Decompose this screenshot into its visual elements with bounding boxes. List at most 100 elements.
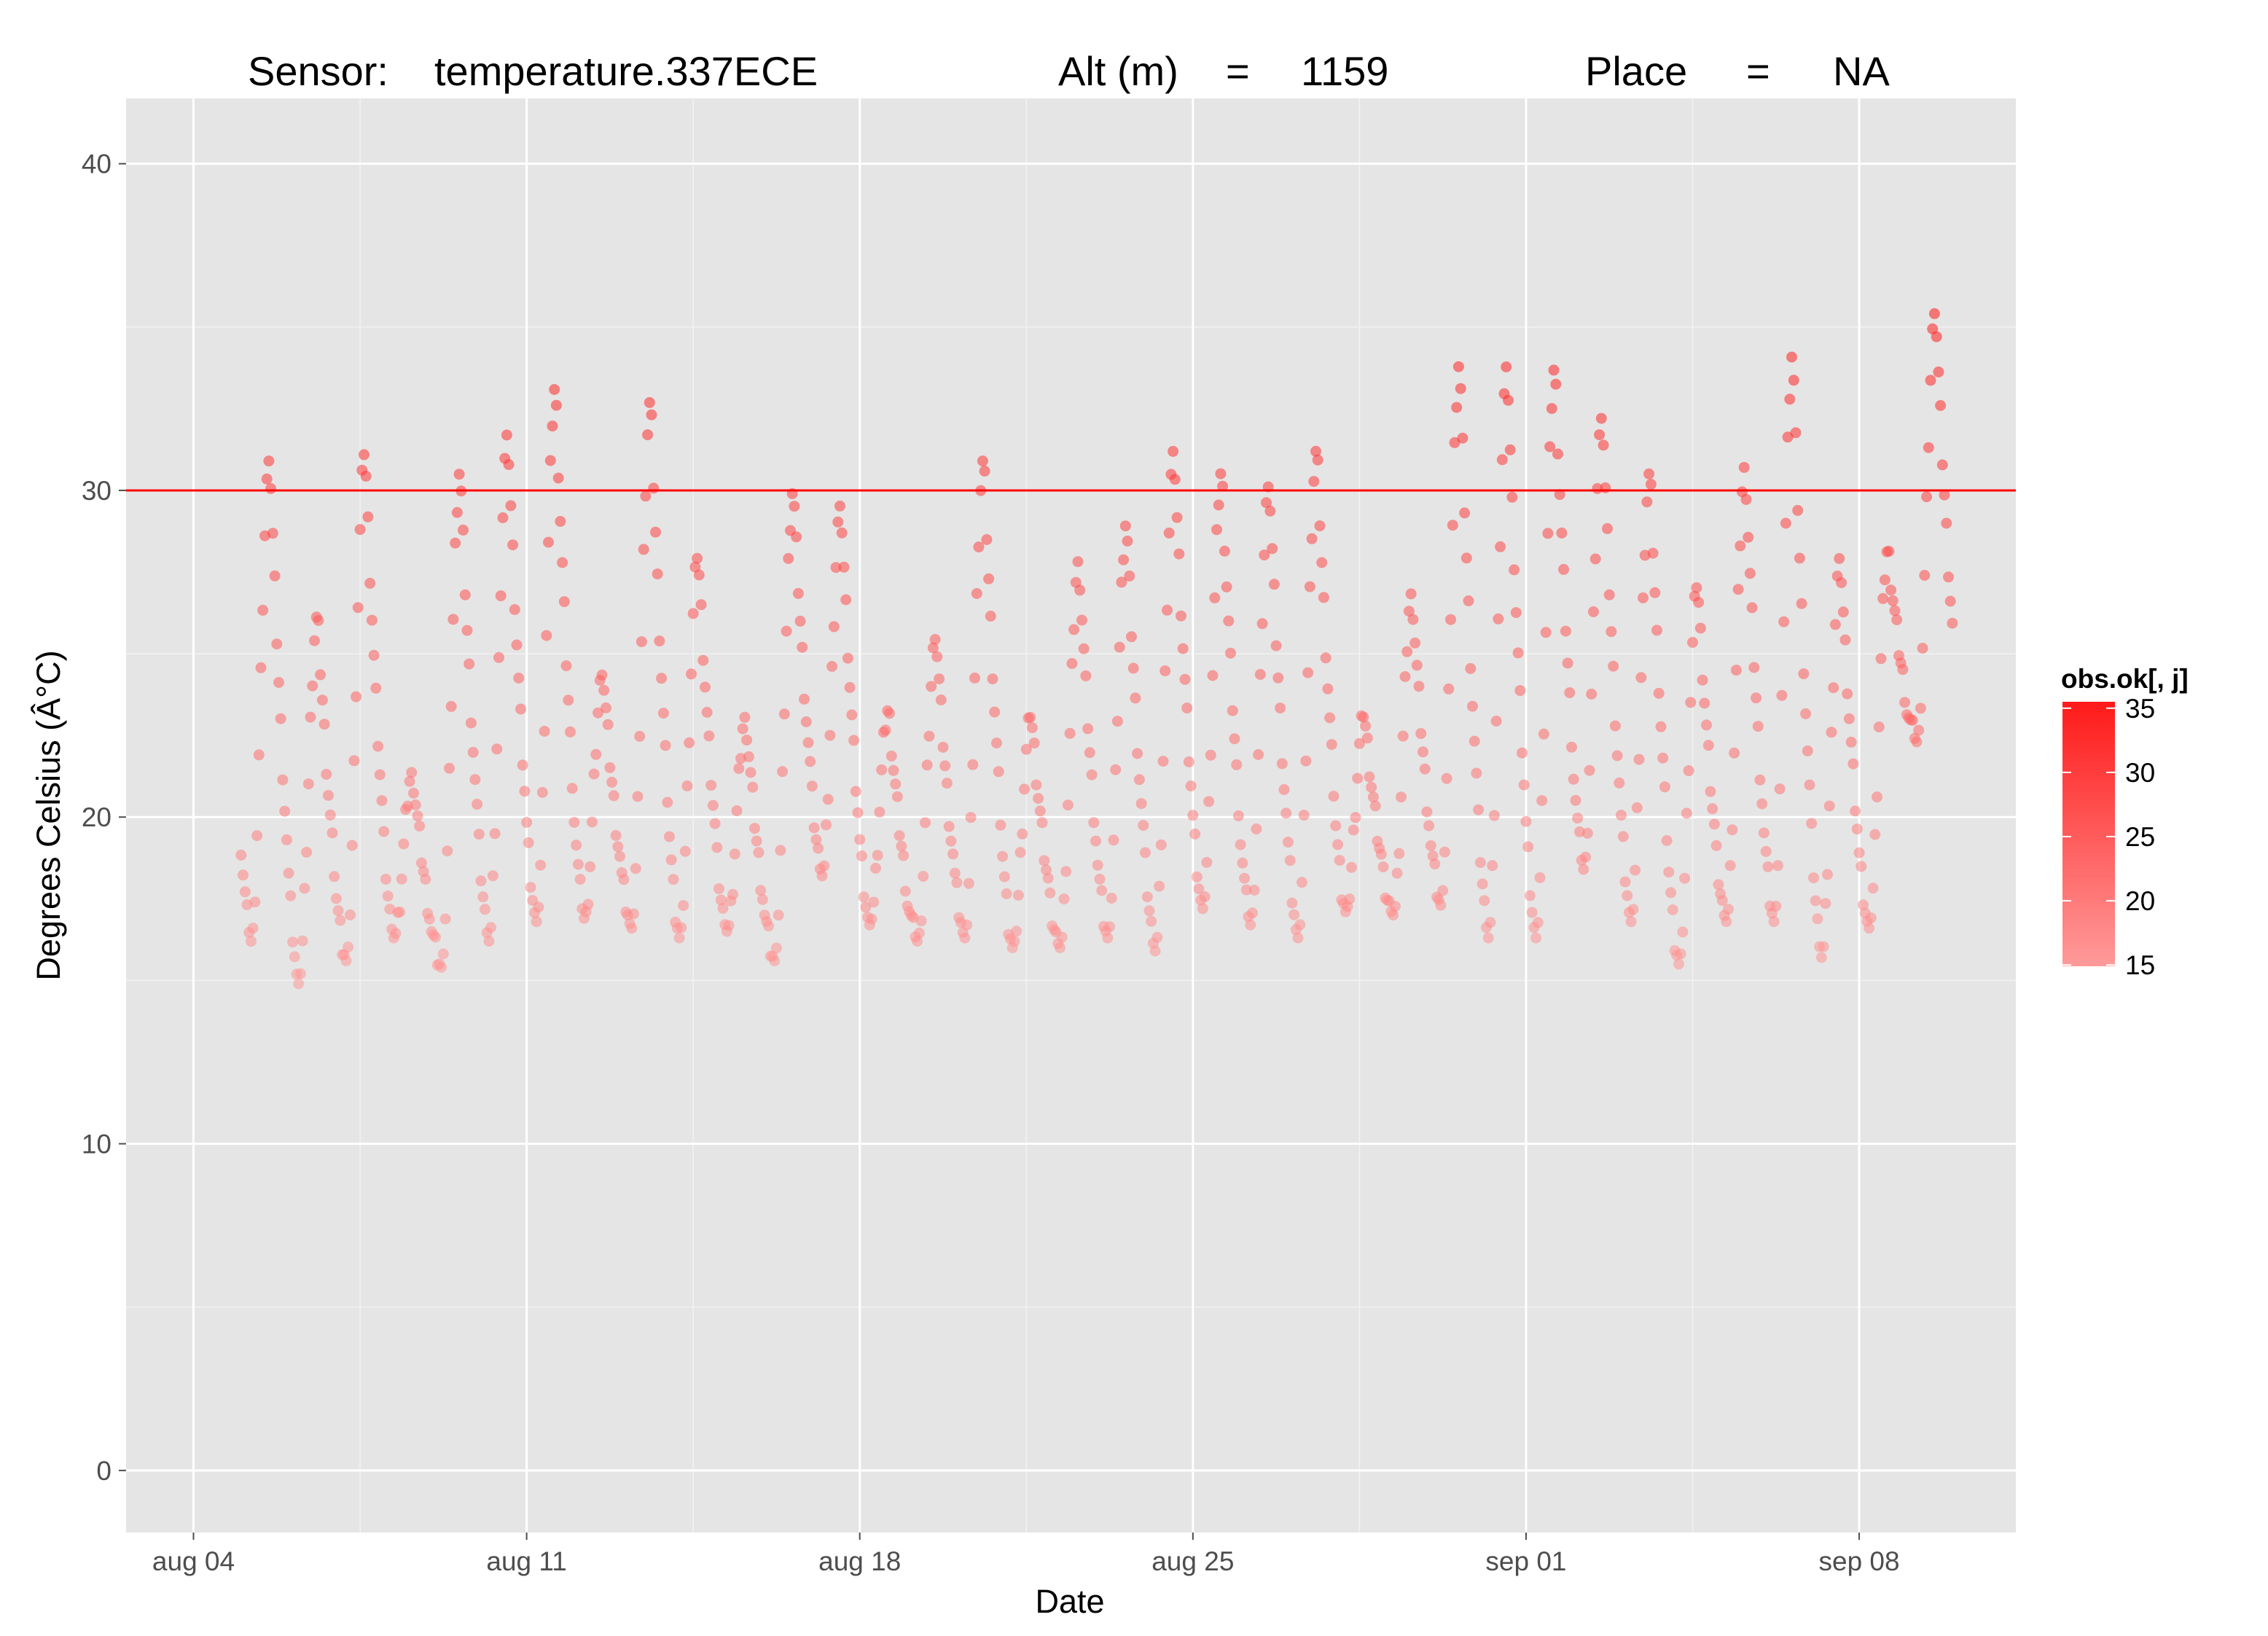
data-point [1488, 810, 1500, 821]
data-point [1746, 602, 1758, 614]
data-point [1794, 552, 1805, 564]
data-point [1276, 758, 1288, 770]
data-point [756, 893, 768, 905]
data-point [1740, 493, 1752, 505]
data-point [1651, 625, 1662, 636]
data-point [1247, 907, 1258, 919]
data-point [1477, 878, 1488, 890]
data-point [1399, 671, 1411, 682]
data-point [693, 569, 705, 581]
data-point [987, 673, 998, 685]
data-point [1485, 917, 1496, 928]
data-point [792, 587, 804, 599]
data-point [582, 899, 594, 910]
data-point [1560, 625, 1571, 637]
data-point [1877, 592, 1889, 604]
data-point [1437, 885, 1449, 896]
title-place-value: NA [1833, 48, 1890, 94]
data-point [354, 524, 366, 536]
data-point [1754, 774, 1766, 786]
data-point [1608, 660, 1619, 672]
data-point [1839, 634, 1851, 646]
data-point [799, 693, 810, 705]
data-point [840, 594, 852, 606]
data-point [1330, 820, 1342, 831]
data-point [995, 819, 1006, 831]
data-point [1405, 588, 1417, 600]
data-point [755, 885, 767, 896]
data-point [267, 528, 278, 539]
data-point [519, 786, 531, 797]
data-point [1496, 454, 1508, 466]
data-point [1282, 837, 1294, 848]
data-point [1510, 607, 1522, 619]
data-point [1630, 864, 1641, 876]
data-point [707, 799, 719, 811]
data-point [614, 850, 625, 862]
data-point [969, 672, 980, 684]
data-point [626, 923, 638, 934]
data-point [1286, 897, 1298, 909]
data-point [1474, 857, 1486, 869]
data-point [1504, 444, 1516, 455]
data-point [797, 641, 808, 653]
data-point [1663, 866, 1675, 878]
data-point [1899, 697, 1911, 708]
data-point [1219, 545, 1230, 557]
data-point [676, 922, 687, 934]
data-point [1743, 531, 1754, 543]
data-point [1209, 592, 1221, 603]
data-point [436, 962, 447, 973]
data-point [593, 707, 604, 719]
legend-tick-label: 25 [2125, 822, 2155, 852]
data-point [636, 636, 647, 648]
data-point [1941, 517, 1952, 529]
data-point [1730, 665, 1742, 676]
data-point [628, 908, 639, 920]
data-point [543, 536, 554, 548]
x-tick-label: sep 01 [1485, 1546, 1566, 1576]
data-point [1643, 468, 1655, 480]
data-point [1842, 688, 1853, 700]
data-point [1879, 574, 1890, 586]
data-point [1760, 845, 1772, 857]
data-point [656, 673, 668, 684]
data-point [1869, 829, 1881, 840]
data-point [1352, 772, 1364, 784]
data-point [763, 920, 775, 932]
data-point [1275, 702, 1286, 714]
data-point [1366, 781, 1377, 793]
data-point [1653, 687, 1665, 699]
data-point [1471, 767, 1482, 779]
data-point [934, 673, 945, 685]
data-point [1316, 557, 1328, 568]
data-point [316, 694, 328, 706]
data-point [1055, 942, 1065, 954]
data-point [372, 740, 384, 752]
data-point [251, 830, 263, 842]
data-point [650, 526, 661, 538]
data-point [1168, 445, 1179, 457]
data-point [1707, 803, 1718, 815]
data-point [1119, 520, 1131, 532]
data-point [612, 841, 624, 853]
title-alt-label: Alt (m) [1058, 48, 1178, 94]
data-point [921, 759, 933, 771]
data-point [1558, 563, 1570, 575]
data-point [1377, 861, 1389, 873]
data-point [493, 651, 504, 663]
data-point [1614, 777, 1625, 788]
data-point [1401, 646, 1413, 657]
data-point [654, 635, 665, 647]
data-point [1169, 474, 1181, 485]
data-point [1064, 727, 1076, 739]
data-point [565, 726, 576, 737]
data-point [1104, 921, 1116, 933]
data-point [822, 794, 834, 805]
data-point [1155, 839, 1167, 850]
data-point [1595, 412, 1607, 424]
data-point [521, 817, 533, 828]
data-point [477, 891, 489, 903]
data-point [1187, 810, 1199, 821]
data-point [832, 516, 844, 528]
